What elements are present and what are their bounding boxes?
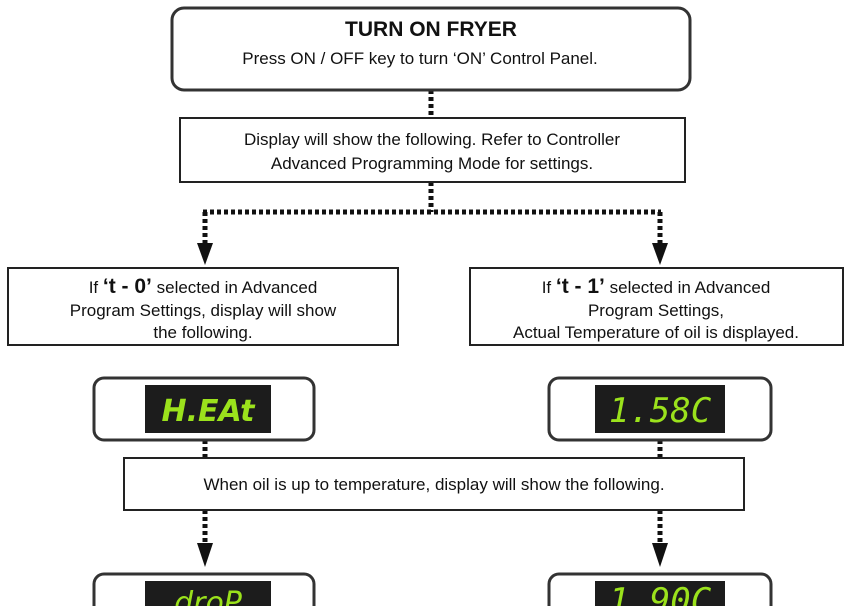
start-title: TURN ON FRYER (345, 18, 517, 41)
start-text: Press ON / OFF key to turn ‘ON’ Control … (242, 49, 598, 68)
text: selected in Advanced (152, 278, 317, 297)
text: selected in Advanced (605, 278, 770, 297)
option-heading: If ‘t - 0’ selected in Advanced (89, 275, 318, 298)
display-text: droP (174, 586, 243, 606)
code: ‘t - 1’ (556, 275, 605, 298)
display-screen (145, 581, 271, 606)
display-screen (595, 581, 725, 606)
display-text: 1.90C (609, 581, 712, 606)
arrow (652, 243, 668, 265)
start-box (170, 6, 692, 92)
info-box (179, 117, 686, 183)
option-line: Program Settings, (588, 301, 724, 320)
info-line: When oil is up to temperature, display w… (203, 475, 664, 494)
text: If (89, 278, 103, 297)
info-box (123, 457, 745, 511)
arrow (652, 543, 668, 567)
info-line: Advanced Programming Mode for settings. (271, 154, 593, 173)
option-line: Actual Temperature of oil is displayed. (513, 323, 799, 342)
option-line: the following. (153, 323, 252, 342)
arrow (197, 543, 213, 567)
option-line: Program Settings, display will show (70, 301, 337, 320)
option-box (7, 267, 399, 346)
option-heading: If ‘t - 1’ selected in Advanced (542, 275, 771, 298)
display-screen (595, 385, 725, 433)
text: If (542, 278, 556, 297)
code: ‘t - 0’ (103, 275, 152, 298)
info-line: Display will show the following. Refer t… (244, 130, 620, 149)
option-box (469, 267, 844, 346)
display-screen (145, 385, 271, 433)
arrow (197, 243, 213, 265)
display-text: H.EAt (162, 394, 257, 429)
display-text: 1.58C (609, 391, 712, 431)
